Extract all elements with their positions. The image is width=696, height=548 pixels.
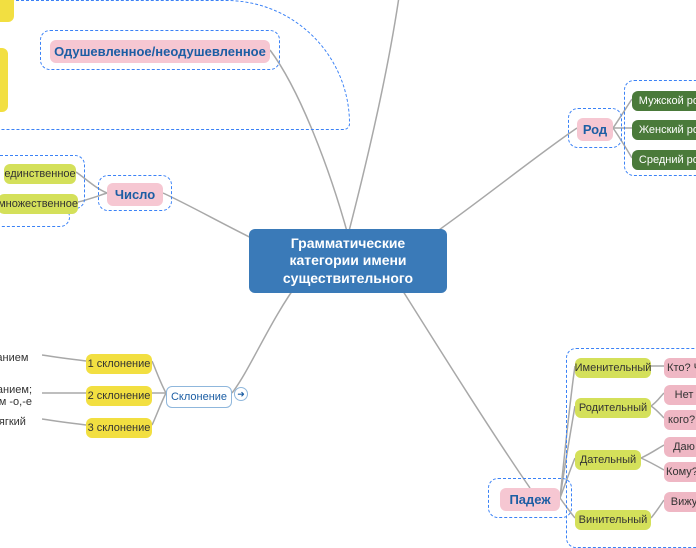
sub-node[interactable]: 1 склонение [86, 354, 152, 374]
sub-node[interactable]: Нет [664, 385, 696, 405]
partial-node[interactable]: кончанием [0, 348, 42, 368]
sub-node[interactable]: 2 склонение [86, 386, 152, 406]
sub-node[interactable]: Кому? Чем [664, 462, 696, 482]
main-node-sklonenie[interactable]: Склонение [166, 386, 232, 408]
sub-node[interactable]: Родительный [575, 398, 651, 418]
sub-node[interactable]: кого? че [664, 410, 696, 430]
edge [396, 280, 530, 488]
sub-node[interactable]: Мужской род [632, 91, 696, 111]
sub-node[interactable]: Винительный [575, 510, 651, 530]
main-node-padezh[interactable]: Падеж [500, 488, 560, 511]
sub-node[interactable]: 3 склонение [86, 418, 152, 438]
main-node-chislo[interactable]: Число [107, 183, 163, 206]
attachment-icon[interactable]: ➜ [234, 387, 248, 401]
partial-node[interactable]: кончанием; ем -о,-е [0, 380, 42, 412]
partial-node[interactable] [0, 0, 14, 22]
center-node[interactable]: Грамматические категории имени существит… [249, 229, 447, 293]
sub-node[interactable]: Именительный [575, 358, 651, 378]
edge [42, 355, 86, 361]
sub-node[interactable]: множественное [0, 194, 78, 214]
partial-node[interactable]: на мягкий [0, 412, 42, 432]
sub-node[interactable]: Дательный [575, 450, 641, 470]
partial-node[interactable]: , а [0, 48, 8, 112]
sub-node[interactable]: Даю [664, 437, 696, 457]
sub-node[interactable]: Средний род [632, 150, 696, 170]
edge [152, 393, 166, 425]
edge [152, 361, 166, 393]
edge [232, 280, 300, 393]
main-node-rod[interactable]: Род [577, 118, 613, 141]
sub-node[interactable]: Женский род [632, 120, 696, 140]
sub-node[interactable]: единственное [4, 164, 76, 184]
sub-node[interactable]: Вижу [664, 492, 696, 512]
edge [348, 0, 400, 235]
edge [42, 419, 86, 425]
main-node-odush[interactable]: Одушевленное/неодушевленное [50, 40, 270, 63]
sub-node[interactable]: Кто? Ч [664, 358, 696, 378]
